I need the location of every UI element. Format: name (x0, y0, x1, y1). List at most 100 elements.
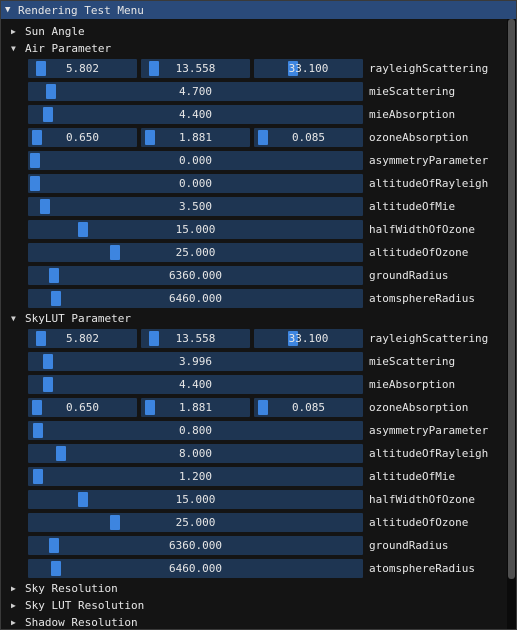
slider-value: 3.996 (178, 355, 213, 368)
slider-grab-handle[interactable] (33, 423, 44, 438)
slider-grab-handle[interactable] (35, 61, 46, 76)
slider-grab-handle[interactable] (50, 291, 61, 306)
tree-node-sun-angle[interactable]: ▶ Sun Angle (7, 23, 507, 40)
slider-grab-handle[interactable] (78, 222, 89, 237)
slider-grab-handle[interactable] (46, 84, 57, 99)
tree-node-shadow-resolution[interactable]: ▶ Shadow Resolution (7, 614, 507, 629)
mieAbsorption-slider[interactable]: 4.400 (28, 375, 363, 394)
scrollbar-thumb[interactable] (508, 19, 515, 579)
slider-grab-handle[interactable] (78, 492, 89, 507)
slider-value: 6360.000 (169, 539, 222, 552)
slider-grab-handle[interactable] (49, 538, 60, 553)
rayleighScattering-slider-0[interactable]: 5.802 (28, 329, 137, 348)
param-row-mieAbsorption: 4.400 mieAbsorption (7, 103, 507, 126)
param-label: rayleighScattering (369, 332, 489, 345)
atomsphereRadius-slider[interactable]: 6460.000 (28, 559, 363, 578)
slider-grab-handle[interactable] (144, 400, 155, 415)
param-label: altitudeOfOzone (369, 516, 469, 529)
slider-grab-handle[interactable] (42, 377, 53, 392)
triangle-right-icon: ▶ (11, 601, 16, 610)
slider-grab-handle[interactable] (49, 268, 60, 283)
mieScattering-slider[interactable]: 4.700 (28, 82, 363, 101)
param-label: groundRadius (369, 539, 449, 552)
slider-grab-handle[interactable] (288, 61, 299, 76)
triangle-right-icon: ▶ (11, 584, 16, 593)
asymmetryParameter-slider[interactable]: 0.800 (28, 421, 363, 440)
groundRadius-slider[interactable]: 6360.000 (28, 536, 363, 555)
ozoneAbsorption-slider-1[interactable]: 1.881 (141, 398, 250, 417)
rayleighScattering-slider-2[interactable]: 33.100 (254, 329, 363, 348)
slider-grab-handle[interactable] (257, 130, 268, 145)
param-label: atomsphereRadius (369, 292, 475, 305)
rayleighScattering-slider-1[interactable]: 13.558 (141, 329, 250, 348)
rayleighScattering-slider-2[interactable]: 33.100 (254, 59, 363, 78)
ozoneAbsorption-slider-0[interactable]: 0.650 (28, 128, 137, 147)
slider-value: 5.802 (65, 62, 100, 75)
altitudeOfMie-slider[interactable]: 1.200 (28, 467, 363, 486)
param-row-asymmetryParameter: 0.000 asymmetryParameter (7, 149, 507, 172)
tree-node-air-parameter[interactable]: ▼ Air Parameter (7, 40, 507, 57)
ozoneAbsorption-slider-2[interactable]: 0.085 (254, 398, 363, 417)
slider-grab-handle[interactable] (110, 245, 121, 260)
halfWidthOfOzone-slider[interactable]: 15.000 (28, 490, 363, 509)
slider-grab-handle[interactable] (144, 130, 155, 145)
param-row-ozoneAbsorption: 0.650 1.881 0.085 ozoneAbsorption (7, 396, 507, 419)
slider-grab-handle[interactable] (31, 130, 42, 145)
slider-grab-handle[interactable] (110, 515, 121, 530)
ozoneAbsorption-slider-0[interactable]: 0.650 (28, 398, 137, 417)
asymmetryParameter-slider[interactable]: 0.000 (28, 151, 363, 170)
altitudeOfOzone-slider[interactable]: 25.000 (28, 513, 363, 532)
altitudeOfOzone-slider[interactable]: 25.000 (28, 243, 363, 262)
rayleighScattering-slider-0[interactable]: 5.802 (28, 59, 137, 78)
param-row-altitudeOfOzone: 25.000 altitudeOfOzone (7, 511, 507, 534)
altitudeOfRayleigh-slider[interactable]: 0.000 (28, 174, 363, 193)
slider-grab-handle[interactable] (30, 153, 40, 168)
slider-value: 25.000 (175, 516, 216, 529)
slider-grab-handle[interactable] (33, 469, 44, 484)
slider-value: 1.881 (178, 401, 213, 414)
slider-value: 15.000 (175, 223, 216, 236)
vertical-scrollbar[interactable] (507, 19, 516, 629)
triangle-down-icon: ▼ (11, 314, 16, 323)
slider-grab-handle[interactable] (35, 331, 46, 346)
atomsphereRadius-slider[interactable]: 6460.000 (28, 289, 363, 308)
ozoneAbsorption-slider-2[interactable]: 0.085 (254, 128, 363, 147)
ozoneAbsorption-slider-1[interactable]: 1.881 (141, 128, 250, 147)
slider-grab-handle[interactable] (50, 561, 61, 576)
tree-node-skylut-parameter[interactable]: ▼ SkyLUT Parameter (7, 310, 507, 327)
triangle-right-icon: ▶ (11, 27, 16, 36)
slider-grab-handle[interactable] (39, 199, 50, 214)
tree-node-sky-lut-resolution[interactable]: ▶ Sky LUT Resolution (7, 597, 507, 614)
altitudeOfMie-slider[interactable]: 3.500 (28, 197, 363, 216)
slider-grab-handle[interactable] (42, 107, 53, 122)
param-label: mieAbsorption (369, 378, 456, 391)
tree-node-label: Shadow Resolution (25, 616, 138, 629)
halfWidthOfOzone-slider[interactable]: 15.000 (28, 220, 363, 239)
param-row-halfWidthOfOzone: 15.000 halfWidthOfOzone (7, 218, 507, 241)
param-label: atomsphereRadius (369, 562, 475, 575)
slider-value: 0.650 (65, 401, 100, 414)
tree-node-sky-resolution[interactable]: ▶ Sky Resolution (7, 580, 507, 597)
slider-grab-handle[interactable] (148, 61, 159, 76)
slider-grab-handle[interactable] (288, 331, 299, 346)
collapse-window-icon[interactable]: ▼ (5, 5, 11, 15)
param-label: mieAbsorption (369, 108, 456, 121)
slider-grab-handle[interactable] (42, 354, 53, 369)
slider-grab-handle[interactable] (257, 400, 268, 415)
slider-value: 15.000 (175, 493, 216, 506)
slider-value: 1.200 (178, 470, 213, 483)
slider-grab-handle[interactable] (148, 331, 159, 346)
groundRadius-slider[interactable]: 6360.000 (28, 266, 363, 285)
altitudeOfRayleigh-slider[interactable]: 8.000 (28, 444, 363, 463)
slider-grab-handle[interactable] (55, 446, 66, 461)
rayleighScattering-slider-1[interactable]: 13.558 (141, 59, 250, 78)
mieAbsorption-slider[interactable]: 4.400 (28, 105, 363, 124)
slider-grab-handle[interactable] (31, 400, 42, 415)
param-row-atomsphereRadius: 6460.000 atomsphereRadius (7, 287, 507, 310)
slider-grab-handle[interactable] (30, 176, 40, 191)
mieScattering-slider[interactable]: 3.996 (28, 352, 363, 371)
param-row-altitudeOfMie: 3.500 altitudeOfMie (7, 195, 507, 218)
window-titlebar[interactable]: ▼ Rendering Test Menu (1, 1, 516, 19)
slider-value: 4.700 (178, 85, 213, 98)
